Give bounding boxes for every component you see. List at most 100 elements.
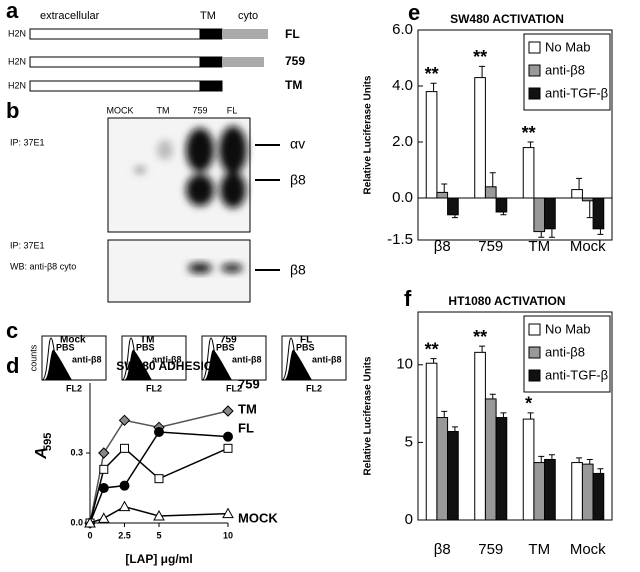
panel-letter: b — [6, 98, 19, 123]
bar — [544, 458, 556, 521]
legend-swatch — [528, 41, 541, 54]
bar — [495, 197, 508, 213]
histogram-label: PBS — [136, 342, 155, 352]
bar — [484, 398, 497, 521]
marker — [154, 427, 164, 437]
bar — [436, 191, 449, 199]
error-bar — [451, 214, 458, 219]
series-label: MOCK — [238, 510, 278, 525]
x-label: [LAP] μg/ml — [125, 552, 192, 566]
histogram-label: anti-β8 — [72, 354, 102, 364]
x-label: FL2 — [66, 383, 82, 393]
blot — [107, 117, 280, 303]
significance: ** — [522, 123, 536, 143]
series-label: 759 — [238, 376, 260, 391]
x-tick-label: β8 — [434, 238, 451, 255]
histogram-title: TM — [140, 335, 154, 346]
y-label: A — [33, 447, 50, 460]
y-label: counts — [28, 344, 38, 371]
plot-frame — [417, 311, 613, 521]
x-tick-label: 759 — [478, 238, 503, 255]
histogram-label: anti-β8 — [312, 354, 342, 364]
legend-swatch — [528, 346, 541, 359]
marker — [120, 443, 129, 453]
panel-letter: e — [408, 0, 420, 25]
marker — [99, 464, 109, 474]
marker — [97, 512, 110, 523]
marker — [98, 483, 109, 493]
plot-frame — [417, 29, 613, 241]
legend-label: No Mab — [545, 39, 591, 54]
chart-title: SW480 ACTIVATION — [450, 12, 564, 26]
legend-label: No Mab — [545, 321, 591, 336]
error-bar — [586, 200, 593, 219]
histogram-frame — [41, 335, 107, 381]
y-label-sub: 595 — [42, 433, 54, 451]
error-bar — [479, 345, 486, 353]
terminus: H2N — [8, 56, 26, 66]
error-bar — [430, 358, 437, 364]
marker — [118, 414, 131, 427]
y-label: Relative Luciferase Units — [363, 75, 374, 194]
error-bar — [441, 183, 448, 193]
x-tick-label: Mock — [570, 238, 606, 255]
chart-title: HT1080 ACTIVATION — [448, 294, 565, 308]
x-tick-label: β8 — [434, 541, 451, 558]
bar — [533, 462, 546, 521]
histogram-beta8 — [204, 349, 232, 380]
error-bar — [548, 454, 555, 460]
bar — [581, 463, 594, 521]
bar — [447, 197, 459, 216]
y-tick-label: 0.0 — [392, 189, 413, 206]
histogram-label: PBS — [216, 342, 235, 352]
construct-diagram — [29, 28, 268, 92]
histogram-label: anti-β8 — [232, 354, 262, 364]
error-bar — [489, 172, 496, 187]
series-label: TM — [238, 401, 257, 416]
histogram-label: PBS — [296, 342, 315, 352]
bar — [425, 91, 438, 199]
legend-swatch — [528, 64, 541, 77]
marker — [119, 480, 130, 491]
lane-label: TM — [157, 105, 170, 115]
bar — [425, 362, 438, 521]
error-bar — [430, 82, 437, 92]
terminus: H2N — [8, 80, 26, 90]
series-label: FL — [238, 420, 254, 435]
histogram-beta8 — [124, 349, 152, 380]
band-label: αv — [290, 136, 305, 152]
error-bar — [479, 65, 486, 78]
bar — [544, 197, 556, 230]
legend-swatch — [528, 323, 541, 336]
bar — [592, 472, 605, 521]
y-tick-label: 0.3 — [70, 447, 83, 457]
bar — [571, 462, 583, 521]
bar — [533, 197, 546, 233]
x-label: FL2 — [306, 383, 322, 393]
significance: ** — [473, 47, 487, 67]
legend-label: anti-β8 — [545, 344, 585, 359]
histogram-label: anti-β8 — [152, 354, 182, 364]
y-tick-label: 4.0 — [392, 77, 413, 94]
error-bar — [597, 468, 604, 474]
construct-name: TM — [285, 78, 302, 92]
histogram-frame — [121, 335, 187, 381]
error-bar — [548, 228, 555, 238]
bar — [484, 186, 497, 199]
terminus: H2N — [8, 28, 26, 38]
x-tick-label: TM — [528, 238, 550, 255]
marker — [84, 516, 96, 528]
error-bar — [527, 412, 534, 420]
x-label: FL2 — [146, 383, 162, 393]
x-tick-label: 5 — [156, 530, 161, 540]
error-bar — [451, 426, 458, 432]
y-tick-label: 2.0 — [392, 133, 413, 150]
significance: * — [525, 394, 532, 414]
domain-label: TM — [200, 10, 216, 22]
domain-label: cyto — [238, 10, 258, 22]
marker — [98, 447, 110, 459]
bar — [474, 351, 486, 521]
y-label: Relative Luciferase Units — [363, 356, 374, 475]
x-tick-label: 2.5 — [118, 530, 131, 540]
